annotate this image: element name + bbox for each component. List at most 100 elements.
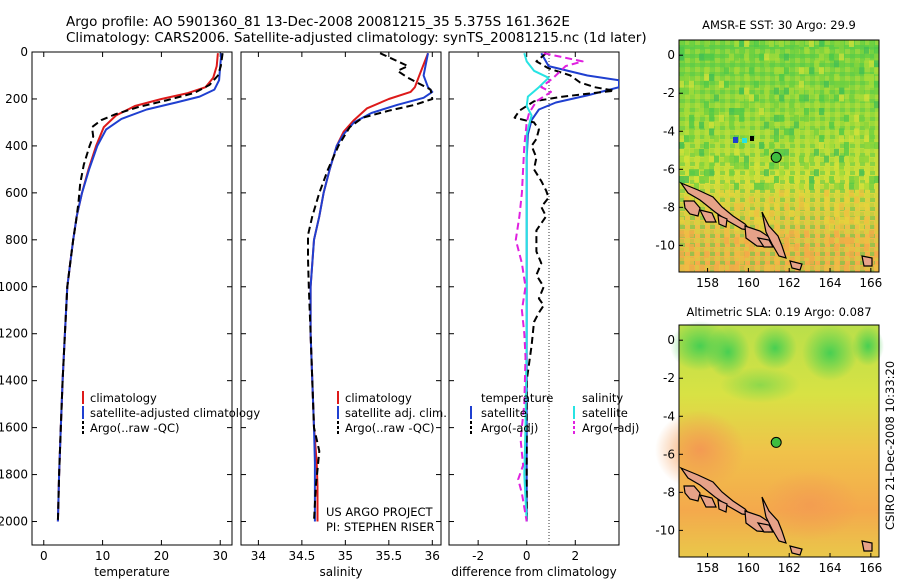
legend-climatology: climatology — [90, 391, 157, 405]
timestamp-label: CSIRO 21-Dec-2008 10:33:20 — [883, 361, 897, 530]
sst-cell — [749, 196, 754, 204]
sst-cell — [764, 121, 769, 129]
sst-cell — [809, 257, 814, 265]
sst-cell — [834, 182, 839, 190]
sst-cell — [844, 148, 849, 156]
x-tick-label: 34 — [251, 549, 266, 563]
sst-cell — [754, 210, 759, 217]
sst-cell — [804, 108, 809, 115]
sst-cell — [759, 216, 764, 224]
sst-map — [678, 39, 880, 273]
sst-cell — [784, 237, 789, 245]
sst-cell — [689, 196, 694, 204]
sst-cell — [714, 264, 719, 272]
sst-cell — [784, 87, 789, 95]
sst-cell — [784, 244, 789, 251]
sst-cell — [704, 53, 709, 61]
sst-cell — [699, 148, 704, 156]
sst-cell — [869, 74, 874, 81]
sst-cell — [689, 257, 694, 265]
y-tick-label: 600 — [5, 186, 28, 200]
sst-cell — [689, 128, 694, 136]
sst-cell — [754, 80, 759, 88]
sst-cell — [679, 230, 684, 238]
sst-cell — [854, 216, 859, 224]
sst-cell — [749, 53, 754, 61]
sst-cell — [839, 169, 844, 177]
series-line-argo-adj- — [514, 52, 584, 522]
sst-cell — [704, 80, 709, 88]
sst-cell — [679, 53, 684, 61]
sst-cell — [829, 142, 834, 149]
sst-cell — [804, 67, 809, 75]
sst-cell — [694, 250, 699, 258]
sst-cell — [779, 189, 784, 197]
sst-cell — [734, 237, 739, 245]
sst-cell — [834, 53, 839, 61]
profile-location-marker — [770, 436, 782, 448]
sst-cell — [759, 244, 764, 251]
sst-cell — [834, 162, 839, 170]
sst-cell — [729, 53, 734, 61]
sst-cell — [874, 60, 879, 68]
sst-cell — [679, 155, 684, 163]
sst-cell — [694, 148, 699, 156]
sst-cell — [774, 223, 779, 231]
sst-cell — [834, 94, 839, 102]
sst-cell — [799, 203, 804, 211]
y-tick-label: 2000 — [0, 515, 28, 529]
sst-cell — [789, 230, 794, 238]
sst-cell — [784, 189, 789, 197]
sst-cell — [744, 87, 749, 95]
sst-cell — [834, 203, 839, 211]
sst-cell — [704, 121, 709, 129]
sst-cell — [849, 94, 854, 102]
sst-cell — [764, 203, 769, 211]
sst-cell — [729, 169, 734, 177]
sst-cell — [854, 114, 859, 122]
sst-cell — [689, 264, 694, 272]
sst-cell — [724, 80, 729, 88]
sst-cell — [864, 182, 869, 190]
x-tick-label: 2 — [571, 549, 579, 563]
x-tick-label: 0 — [40, 549, 48, 563]
sst-cell — [774, 114, 779, 122]
sst-cell — [779, 169, 784, 177]
sst-cell — [754, 182, 759, 190]
sst-cell — [739, 87, 744, 95]
sst-cell — [699, 176, 704, 183]
sst-cell — [834, 80, 839, 88]
map-x-tick-label: 160 — [737, 276, 760, 290]
map-x-tick-label: 162 — [778, 561, 801, 575]
map-y-tick-label: -2 — [663, 371, 675, 385]
sst-cell — [804, 94, 809, 102]
sst-cell — [679, 216, 684, 224]
sst-cell — [839, 94, 844, 102]
sst-cell — [839, 128, 844, 136]
sst-cell — [689, 114, 694, 122]
sst-cell — [719, 264, 724, 272]
sst-cell — [764, 53, 769, 61]
sst-cell — [684, 196, 689, 204]
series-line-satellite-adj-clim- — [309, 53, 434, 522]
sst-cell — [844, 196, 849, 204]
sst-cell — [809, 87, 814, 95]
sst-cell — [734, 182, 739, 190]
credit-line-2: PI: STEPHEN RISER — [326, 520, 435, 534]
sst-cell — [709, 53, 714, 61]
sst-cell — [824, 87, 829, 95]
sst-cell — [689, 135, 694, 143]
sst-cell — [734, 148, 739, 156]
sst-cell — [744, 128, 749, 136]
sst-cell — [724, 182, 729, 190]
sst-cell — [819, 108, 824, 115]
sst-cell — [729, 121, 734, 129]
sst-cell — [769, 264, 774, 272]
sst-cell — [829, 74, 834, 81]
sst-cell — [834, 244, 839, 251]
difference-legend: temperature salinity satellite satellite… — [470, 391, 639, 435]
sst-cell — [704, 74, 709, 81]
sst-cell — [769, 94, 774, 102]
sst-cell — [734, 53, 739, 61]
sst-cell — [729, 108, 734, 115]
